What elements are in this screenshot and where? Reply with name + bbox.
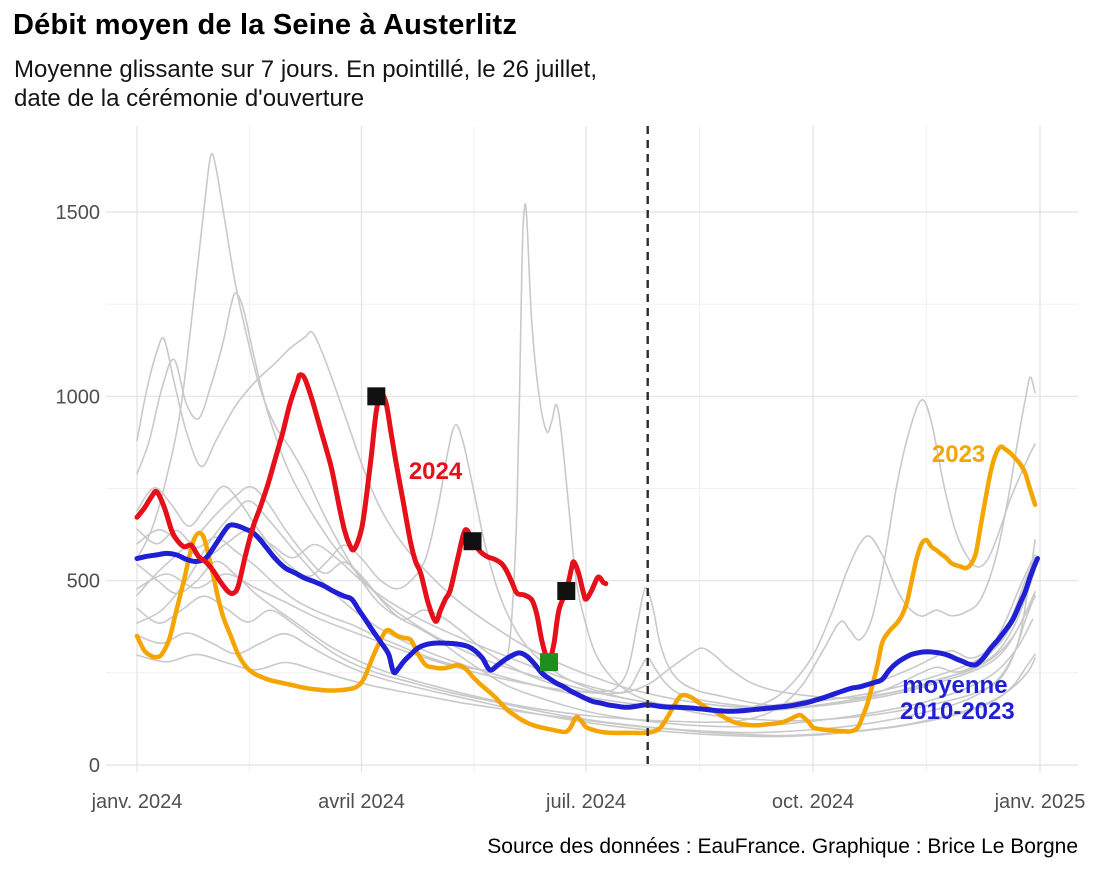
marker-black-square-3 (557, 581, 576, 600)
x-tick-label: avril 2024 (318, 791, 405, 813)
series-hist-11-line (136, 529, 1036, 708)
x-tick-label: oct. 2024 (772, 791, 854, 813)
series-2024-line (134, 372, 609, 667)
annotation-moyenne: moyenne (902, 672, 1007, 699)
marker-black-square-2 (463, 532, 482, 551)
y-tick-label: 1000 (56, 386, 101, 408)
marker-black-square-1 (367, 387, 386, 406)
series-moyenne-2010-2023-line (134, 522, 1040, 714)
marker-green-square-4 (540, 653, 559, 672)
x-tick-label: janv. 2025 (994, 791, 1086, 813)
series-2023-line (134, 444, 1038, 736)
chart-subtitle-line1: Moyenne glissante sur 7 jours. En pointi… (14, 56, 597, 83)
annotation-2023: 2023 (932, 441, 985, 468)
series-hist-13-line (136, 573, 1036, 699)
series-hist-05-line (136, 399, 1036, 724)
series-hist-02-line (136, 203, 1036, 722)
chart-subtitle-line2: date de la cérémonie d'ouverture (14, 85, 365, 112)
x-tick-label: juil. 2024 (545, 791, 626, 813)
annotation-2024: 2024 (409, 458, 463, 485)
annotation-2010-2023: 2010-2023 (900, 698, 1015, 725)
source-credit: Source des données : EauFrance. Graphiqu… (487, 835, 1078, 858)
series-hist-07-line (136, 594, 1036, 734)
y-tick-label: 500 (67, 571, 100, 593)
y-tick-label: 0 (89, 755, 100, 777)
series-hist-01-line (136, 152, 1034, 728)
series-hist-04-line (136, 424, 1036, 713)
x-tick-label: janv. 2024 (91, 791, 183, 813)
page-title: Débit moyen de la Seine à Austerlitz (13, 9, 518, 41)
y-tick-label: 1500 (56, 202, 101, 224)
